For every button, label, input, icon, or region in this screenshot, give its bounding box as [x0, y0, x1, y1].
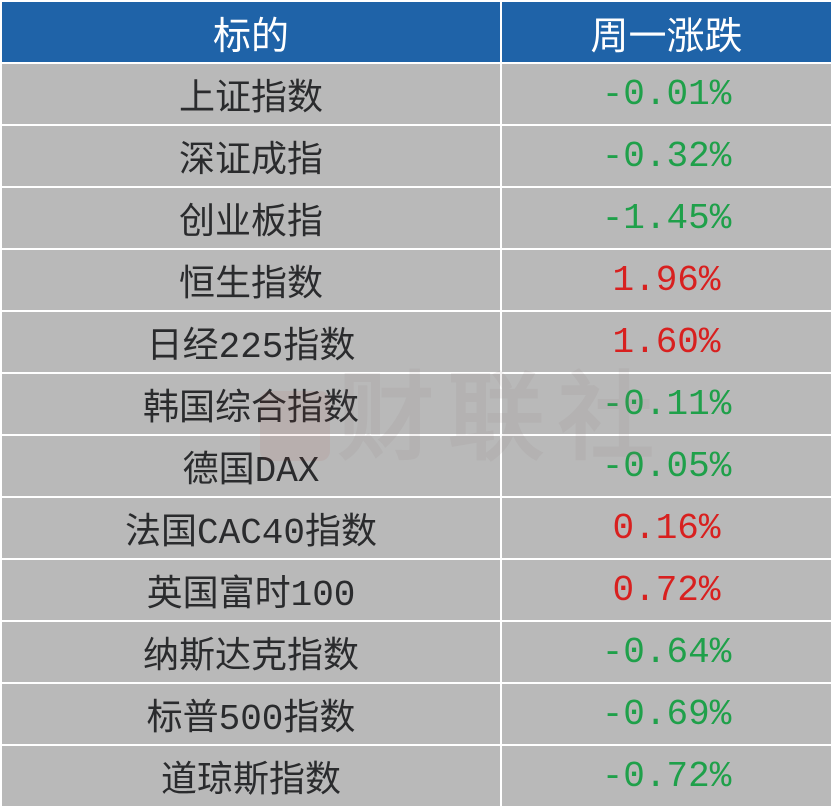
table-row: 韩国综合指数-0.11%	[1, 373, 831, 435]
cell-index-name: 道琼斯指数	[1, 745, 501, 807]
cell-change-value: -0.01%	[501, 63, 831, 125]
table-row: 英国富时1000.72%	[1, 559, 831, 621]
cell-index-name: 恒生指数	[1, 249, 501, 311]
cell-index-name: 标普500指数	[1, 683, 501, 745]
cell-index-name: 法国CAC40指数	[1, 497, 501, 559]
cell-index-name: 日经225指数	[1, 311, 501, 373]
cell-index-name: 韩国综合指数	[1, 373, 501, 435]
cell-change-value: 1.96%	[501, 249, 831, 311]
cell-index-name: 创业板指	[1, 187, 501, 249]
table-row: 深证成指-0.32%	[1, 125, 831, 187]
cell-change-value: -0.32%	[501, 125, 831, 187]
cell-change-value: -0.64%	[501, 621, 831, 683]
table-header-row: 标的 周一涨跌	[1, 1, 831, 63]
table-row: 上证指数-0.01%	[1, 63, 831, 125]
index-change-table: 标的 周一涨跌 上证指数-0.01%深证成指-0.32%创业板指-1.45%恒生…	[0, 0, 831, 808]
cell-change-value: -0.11%	[501, 373, 831, 435]
col-header-change: 周一涨跌	[501, 1, 831, 63]
cell-change-value: -0.72%	[501, 745, 831, 807]
cell-change-value: -0.69%	[501, 683, 831, 745]
table-row: 日经225指数1.60%	[1, 311, 831, 373]
cell-change-value: 1.60%	[501, 311, 831, 373]
table-row: 标普500指数-0.69%	[1, 683, 831, 745]
table-row: 法国CAC40指数0.16%	[1, 497, 831, 559]
table-row: 德国DAX-0.05%	[1, 435, 831, 497]
cell-index-name: 深证成指	[1, 125, 501, 187]
cell-change-value: -0.05%	[501, 435, 831, 497]
table-row: 纳斯达克指数-0.64%	[1, 621, 831, 683]
cell-index-name: 英国富时100	[1, 559, 501, 621]
table-row: 创业板指-1.45%	[1, 187, 831, 249]
cell-change-value: -1.45%	[501, 187, 831, 249]
table-row: 恒生指数1.96%	[1, 249, 831, 311]
col-header-name: 标的	[1, 1, 501, 63]
cell-index-name: 德国DAX	[1, 435, 501, 497]
cell-index-name: 纳斯达克指数	[1, 621, 501, 683]
cell-change-value: 0.72%	[501, 559, 831, 621]
cell-change-value: 0.16%	[501, 497, 831, 559]
cell-index-name: 上证指数	[1, 63, 501, 125]
table-row: 道琼斯指数-0.72%	[1, 745, 831, 807]
